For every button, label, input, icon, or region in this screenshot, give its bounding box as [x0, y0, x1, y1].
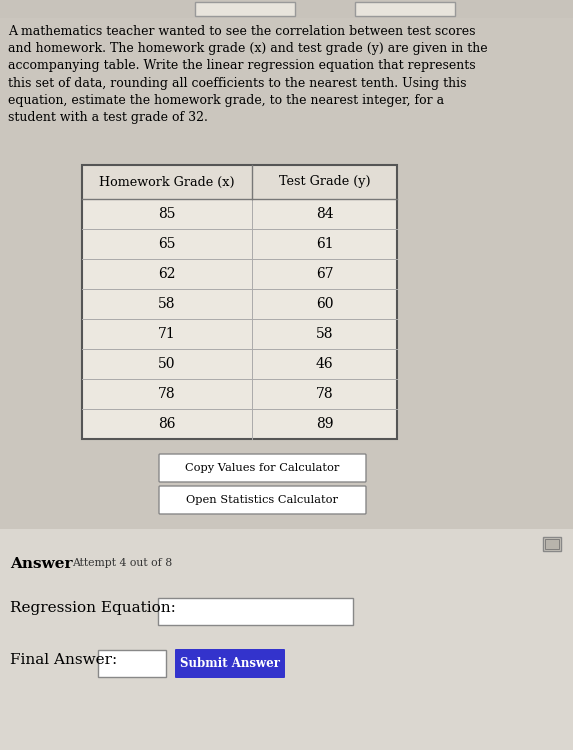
Bar — [82, 165, 397, 439]
Text: 60: 60 — [316, 297, 333, 311]
Text: Answer: Answer — [10, 557, 73, 571]
Text: 61: 61 — [316, 237, 333, 251]
Bar — [82, 289, 397, 319]
Text: 78: 78 — [158, 387, 176, 401]
Text: Attempt 4 out of 8: Attempt 4 out of 8 — [72, 558, 172, 568]
Text: 71: 71 — [158, 327, 176, 341]
FancyBboxPatch shape — [159, 454, 366, 482]
Text: 50: 50 — [158, 357, 176, 371]
Text: 89: 89 — [316, 417, 333, 431]
Text: 78: 78 — [316, 387, 333, 401]
Bar — [82, 165, 397, 199]
Text: 62: 62 — [158, 267, 176, 281]
Bar — [82, 229, 397, 259]
Bar — [82, 379, 397, 409]
Text: 58: 58 — [158, 297, 176, 311]
Bar — [98, 650, 166, 677]
Bar — [195, 2, 295, 16]
Text: Test Grade (y): Test Grade (y) — [278, 176, 370, 188]
Text: Open Statistics Calculator: Open Statistics Calculator — [186, 495, 339, 505]
FancyBboxPatch shape — [175, 649, 285, 678]
Text: Copy Values for Calculator: Copy Values for Calculator — [185, 463, 340, 473]
Text: 84: 84 — [316, 207, 333, 221]
Text: A mathematics teacher wanted to see the correlation between test scores
and home: A mathematics teacher wanted to see the … — [8, 25, 488, 124]
Text: 67: 67 — [316, 267, 333, 281]
Text: 58: 58 — [316, 327, 333, 341]
Text: 85: 85 — [158, 207, 176, 221]
Bar — [158, 598, 353, 625]
Bar — [545, 539, 559, 549]
FancyBboxPatch shape — [159, 486, 366, 514]
Bar — [82, 349, 397, 379]
Text: Homework Grade (x): Homework Grade (x) — [99, 176, 235, 188]
Bar — [82, 259, 397, 289]
Text: Final Answer:: Final Answer: — [10, 653, 117, 667]
Bar — [82, 409, 397, 439]
Text: 65: 65 — [158, 237, 176, 251]
Bar — [82, 319, 397, 349]
Bar — [0, 529, 573, 750]
Text: 46: 46 — [316, 357, 333, 371]
Text: Submit Answer: Submit Answer — [180, 657, 280, 670]
Text: Regression Equation:: Regression Equation: — [10, 601, 176, 615]
Bar — [82, 199, 397, 229]
Bar — [0, 0, 573, 18]
Bar — [543, 537, 561, 551]
Text: 86: 86 — [158, 417, 176, 431]
Bar — [355, 2, 455, 16]
